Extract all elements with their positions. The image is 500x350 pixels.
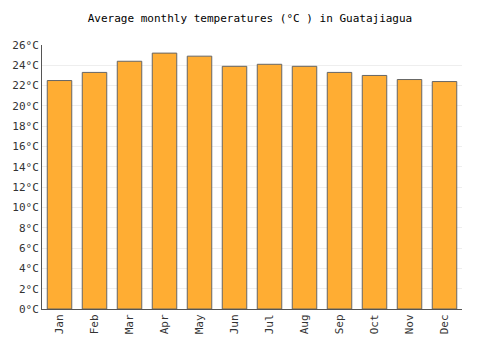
svg-text:Jun: Jun — [228, 314, 241, 334]
svg-text:Jan: Jan — [53, 314, 66, 334]
svg-text:Mar: Mar — [123, 314, 136, 334]
svg-text:Jul: Jul — [263, 314, 276, 334]
svg-text:26°C: 26°C — [12, 39, 39, 52]
svg-text:Dec: Dec — [438, 314, 451, 334]
svg-text:Nov: Nov — [403, 314, 416, 334]
svg-text:Apr: Apr — [158, 314, 171, 334]
svg-text:Oct: Oct — [368, 314, 381, 334]
svg-text:10°C: 10°C — [12, 201, 39, 214]
svg-text:16°C: 16°C — [12, 140, 39, 153]
svg-text:24°C: 24°C — [12, 59, 39, 72]
svg-text:14°C: 14°C — [12, 161, 39, 174]
svg-text:4°C: 4°C — [19, 262, 39, 275]
svg-text:22°C: 22°C — [12, 79, 39, 92]
svg-text:Sep: Sep — [333, 314, 346, 334]
svg-text:8°C: 8°C — [19, 222, 39, 235]
svg-text:May: May — [193, 314, 206, 334]
svg-text:Average monthly temperatures (: Average monthly temperatures (°C ) in Gu… — [88, 12, 413, 25]
svg-text:2°C: 2°C — [19, 283, 39, 296]
svg-text:6°C: 6°C — [19, 242, 39, 255]
svg-text:Feb: Feb — [88, 314, 101, 334]
svg-text:12°C: 12°C — [12, 181, 39, 194]
svg-text:Aug: Aug — [298, 314, 311, 334]
svg-text:18°C: 18°C — [12, 120, 39, 133]
svg-text:20°C: 20°C — [12, 100, 39, 113]
svg-text:0°C: 0°C — [19, 303, 39, 316]
